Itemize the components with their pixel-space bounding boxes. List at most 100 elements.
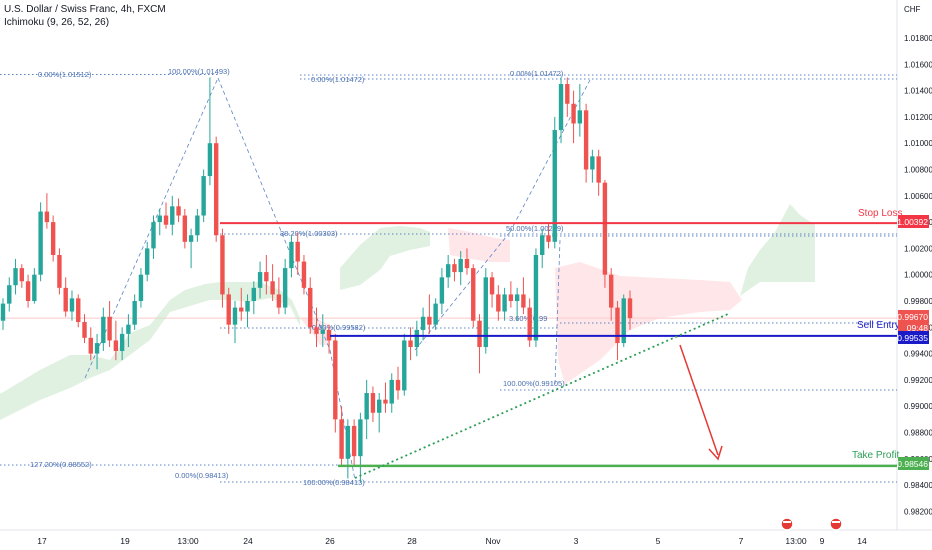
candle-body — [471, 268, 476, 321]
cloud-red-region — [448, 228, 510, 262]
candle-body — [558, 84, 564, 131]
candle-body — [182, 215, 188, 242]
flag-stripe — [783, 521, 791, 523]
fib-connector — [414, 231, 511, 351]
price-tick-label: 1.01000 — [904, 139, 932, 148]
candle-body — [358, 419, 363, 457]
candle-body — [251, 287, 256, 301]
candle-body — [427, 316, 432, 325]
candle-body — [76, 298, 81, 323]
candle-body — [320, 329, 325, 334]
price-tick-label: 0.99800 — [904, 297, 932, 306]
us-flag-icon[interactable] — [780, 517, 794, 531]
candle-body — [264, 272, 269, 282]
candle-body — [63, 287, 68, 312]
time-axis[interactable]: 17 19 13:00 24 26 28 Nov 3 5 7 9 13:00 14 — [37, 536, 867, 546]
fib-connector — [509, 79, 591, 233]
time-tick-label: 19 — [120, 536, 130, 546]
time-tick-label: 14 — [857, 536, 867, 546]
candle-body — [13, 268, 18, 286]
candle-body — [301, 261, 307, 288]
cloud-green-region — [0, 282, 300, 420]
candle-body — [220, 235, 225, 295]
candle-body — [308, 287, 313, 328]
candle-body — [126, 324, 131, 334]
time-tick-label: 7 — [739, 536, 744, 546]
ichimoku-cloud — [0, 204, 815, 420]
price-tick-label: 1.00000 — [904, 271, 932, 280]
candle-body — [552, 130, 557, 242]
indicator-label: Ichimoku (9, 26, 52, 26) — [4, 17, 110, 28]
candle-body — [151, 222, 156, 249]
candle-body — [145, 248, 150, 275]
countdown-tag: 09:48 — [898, 321, 929, 334]
candle-body — [627, 298, 633, 319]
price-tick-label: 1.00200 — [904, 244, 932, 253]
price-tick-label: 0.99000 — [904, 402, 932, 411]
candle-body — [464, 258, 470, 269]
candle-body — [69, 298, 75, 312]
candle-body — [88, 337, 93, 354]
news-icons[interactable] — [780, 517, 843, 531]
candle-body — [107, 316, 112, 341]
candle-body — [577, 110, 583, 124]
candle-body — [402, 340, 407, 391]
candle-body — [433, 303, 438, 325]
candle-body — [458, 258, 463, 273]
fib-label: 100.00%(1.01493) — [168, 67, 230, 76]
time-tick-label: 26 — [325, 536, 335, 546]
fib-label: 38.20%(1.00303) — [280, 229, 338, 238]
candle-body — [50, 222, 56, 255]
candle-body — [489, 277, 495, 295]
candle-body — [157, 215, 162, 223]
cloud-red-region — [555, 262, 742, 384]
candle-body — [314, 327, 319, 334]
candle-body — [521, 294, 526, 308]
candle-body — [25, 281, 31, 301]
candle-body — [7, 285, 12, 304]
candle-body — [546, 235, 551, 242]
time-tick-label: 17 — [37, 536, 47, 546]
sell-entry-label: Sell Entry — [857, 320, 900, 331]
stop-loss-price-tag: 1.00392 — [897, 215, 929, 228]
candle-body — [82, 322, 87, 338]
price-tick-label: 1.01200 — [904, 113, 932, 122]
candle-body — [94, 343, 100, 354]
price-axis[interactable]: CHF 1.01800 1.01600 1.01400 1.01200 1.01000 1.… — [904, 5, 932, 516]
candle-body — [57, 254, 62, 288]
cloud-green-region — [340, 226, 430, 290]
take-profit-label: Take Profit — [852, 450, 900, 461]
price-tick-label: 0.98400 — [904, 481, 932, 490]
us-flag-icon[interactable] — [829, 517, 843, 531]
fib-label: 0.00%(1.01472) — [311, 75, 365, 84]
candle-body — [602, 182, 608, 275]
candle-body — [496, 294, 501, 312]
candle-body — [289, 241, 294, 269]
current-price-tag: 0.99670 — [897, 310, 929, 323]
price-tick-label: 0.99200 — [904, 376, 932, 385]
stop-loss-label: Stop Loss — [858, 208, 903, 219]
candle-body — [176, 206, 181, 216]
candle-body — [364, 393, 369, 420]
fib-label: 0.00%(1.01472) — [510, 69, 564, 78]
candle-body — [207, 143, 213, 177]
candle-body — [395, 379, 401, 391]
candle-body — [590, 156, 595, 170]
sell-entry-price-tag: 0.99535 — [897, 331, 929, 344]
candle-body — [195, 215, 200, 236]
candle-body — [32, 274, 37, 301]
candle-body — [38, 211, 43, 275]
candle-body — [270, 281, 275, 295]
time-tick-label: 3 — [574, 536, 579, 546]
fib-label: 50.00%(1.00289) — [506, 224, 564, 233]
candle-body — [621, 298, 626, 344]
candle-body — [0, 303, 6, 321]
projection-arrow-head — [708, 445, 723, 461]
candle-body — [540, 235, 545, 255]
candle-body — [439, 277, 445, 304]
candle-body — [188, 235, 194, 242]
projection-arrow-line — [679, 344, 719, 456]
candle-body — [483, 277, 488, 348]
fib-label: 127.20%(0.98552) — [30, 460, 92, 469]
